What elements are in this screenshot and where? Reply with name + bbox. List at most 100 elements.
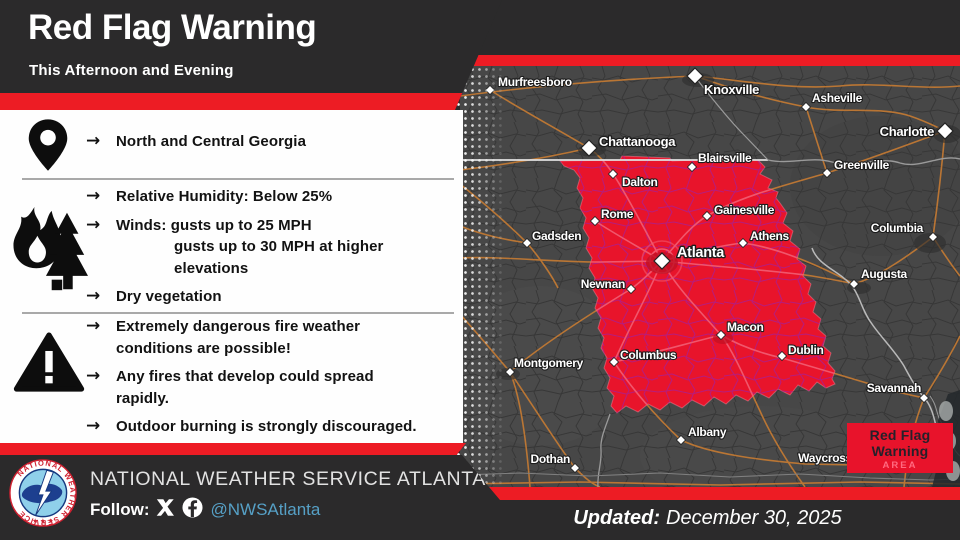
bullet-text: Extremely dangerous fire weather conditio… [116, 318, 361, 357]
x-twitter-icon[interactable] [156, 498, 175, 522]
bullet-text: Outdoor burning is strongly discouraged. [116, 418, 417, 435]
bullet-item: → Dry vegetation [86, 286, 461, 308]
city-marker-greenville: Greenville [821, 157, 891, 179]
city-markers-layer: Murfreesboro Knoxville Asheville Charlotte C… [484, 67, 954, 474]
arrow-bullet-icon: → [86, 186, 101, 206]
svg-text:Savannah: Savannah [867, 381, 921, 395]
bullet-text: Any fires that develop could spread rapid… [116, 368, 374, 407]
svg-text:Knoxville: Knoxville [704, 82, 759, 97]
svg-text:Blairsville: Blairsville [698, 151, 752, 165]
svg-text:★ ★ ★: ★ ★ ★ [32, 517, 54, 525]
bullet-item: → Relative Humidity: Below 25% [86, 186, 461, 208]
bullet-item: → Winds: gusts up to 25 MPH gusts up to 30… [86, 215, 461, 280]
state-borders [460, 77, 960, 487]
svg-text:Montgomery: Montgomery [514, 356, 584, 370]
svg-text:Asheville: Asheville [812, 91, 863, 105]
city-marker-newnan: Newnan [580, 276, 637, 295]
updated-date: December 30, 2025 [666, 507, 842, 529]
city-marker-gainesville: Gainesville [701, 202, 776, 222]
top-right-red-stripe [455, 55, 960, 66]
city-marker-blairsville: Blairsville [686, 150, 753, 173]
legend-line2: Warning [871, 443, 929, 459]
svg-text:Augusta: Augusta [861, 267, 908, 281]
city-marker-gadsden: Gadsden [521, 228, 583, 249]
city-marker-knoxville: Knoxville [686, 67, 761, 98]
bullet-text: Winds: gusts up to 25 MPH gusts up to 30 … [116, 216, 384, 277]
info-panel: → North and Central Georgia → Relative Hum… [0, 110, 463, 443]
city-marker-savannah: Savannah [866, 380, 930, 404]
divider [22, 178, 454, 180]
city-marker-columbia: Columbia [870, 220, 939, 243]
city-marker-montgomery: Montgomery [504, 355, 585, 378]
follow-label: Follow: [90, 500, 150, 519]
svg-text:Greenville: Greenville [834, 158, 890, 172]
fire-vegetation-icon [2, 196, 88, 306]
city-marker-charlotte: Charlotte [878, 122, 954, 140]
svg-text:Columbia: Columbia [871, 221, 924, 235]
arrow-bullet-icon: → [86, 286, 101, 306]
city-marker-macon: Macon [715, 319, 765, 341]
city-marker-dalton: Dalton [607, 168, 659, 190]
city-marker-atlanta: Atlanta [653, 244, 727, 270]
organization-name: NATIONAL WEATHER SERVICE ATLANTA [90, 468, 486, 490]
bullet-item: → North and Central Georgia [86, 131, 461, 153]
bullet-list-location: → North and Central Georgia [86, 131, 461, 160]
arrow-bullet-icon: → [86, 366, 101, 386]
svg-text:Macon: Macon [727, 320, 764, 334]
city-marker-chattanooga: Chattanooga [580, 133, 678, 157]
arrow-bullet-icon: → [86, 416, 101, 436]
legend-line1: Red Flag [869, 427, 931, 443]
nws-logo: NATIONAL WEATHER SERVICE ★ ★ ★ [9, 458, 77, 527]
left-bottom-red-stripe [0, 443, 466, 457]
updated-label: Updated: [573, 507, 660, 529]
city-marker-dothan: Dothan [529, 451, 581, 474]
bullet-list-conditions: → Relative Humidity: Below 25% → Winds: gus… [86, 186, 461, 315]
arrow-bullet-icon: → [86, 214, 101, 235]
warning-triangle-icon [12, 330, 86, 396]
social-handle[interactable]: @NWSAtlanta [210, 500, 321, 519]
svg-text:Waycross: Waycross [798, 451, 852, 465]
svg-text:Rome: Rome [601, 207, 634, 221]
social-row: Follow: @NWSAtlanta [90, 497, 320, 523]
svg-text:Albany: Albany [688, 425, 727, 439]
svg-text:Dalton: Dalton [622, 175, 658, 189]
map-canvas: Murfreesboro Knoxville Asheville Charlotte C… [460, 66, 960, 487]
svg-text:Atlanta: Atlanta [677, 245, 725, 261]
city-marker-albany: Albany [675, 424, 728, 446]
city-marker-dublin: Dublin [776, 342, 825, 362]
city-marker-rome: Rome [589, 206, 635, 227]
header-red-stripe [0, 93, 502, 110]
bullet-text: Relative Humidity: Below 25% [116, 188, 333, 205]
svg-text:Charlotte: Charlotte [880, 124, 934, 139]
divider [22, 312, 454, 314]
updated-line: Updated: December 30, 2025 [455, 507, 960, 530]
header: Red Flag Warning This Afternoon and Even… [0, 0, 502, 110]
bullet-text: Dry vegetation [116, 288, 222, 305]
legend-area-label: AREA [882, 460, 918, 471]
city-marker-asheville: Asheville [800, 90, 864, 113]
svg-text:Gadsden: Gadsden [532, 229, 581, 243]
georgia-warning-map: Murfreesboro Knoxville Asheville Charlotte C… [460, 66, 960, 487]
bullet-list-impacts: → Extremely dangerous fire weather conditi… [86, 316, 461, 445]
svg-text:Murfreesboro: Murfreesboro [498, 75, 572, 89]
city-marker-athens: Athens [737, 228, 791, 249]
city-marker-columbus: Columbus [608, 347, 678, 368]
arrow-bullet-icon: → [86, 131, 101, 151]
facebook-icon[interactable] [182, 497, 204, 523]
svg-text:Dublin: Dublin [788, 343, 824, 357]
arrow-bullet-icon: → [86, 316, 101, 336]
svg-text:Newnan: Newnan [581, 277, 625, 291]
bottom-right-red-stripe [460, 487, 960, 500]
legend-red-flag-warning-area: Red Flag Warning AREA [847, 423, 953, 473]
svg-text:Athens: Athens [750, 229, 789, 243]
bullet-item: → Any fires that develop could spread rapi… [86, 366, 461, 409]
page-title: Red Flag Warning [28, 8, 317, 47]
svg-text:Dothan: Dothan [530, 452, 570, 466]
bullet-text: North and Central Georgia [116, 133, 307, 150]
svg-text:Columbus: Columbus [620, 348, 677, 362]
location-pin-icon [26, 116, 70, 174]
bullet-item: → Outdoor burning is strongly discouraged… [86, 416, 461, 438]
svg-text:Gainesville: Gainesville [714, 203, 775, 217]
city-marker-augusta: Augusta [848, 266, 909, 290]
